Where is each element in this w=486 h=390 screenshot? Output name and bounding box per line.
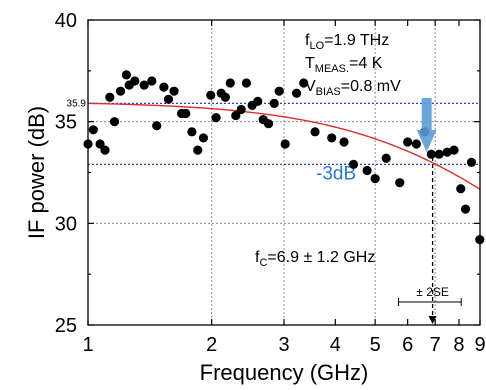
data-point	[211, 113, 221, 123]
x-tick-label: 5	[370, 334, 381, 356]
data-point	[88, 125, 98, 135]
data-point	[121, 70, 131, 80]
fit-curve-layer	[88, 102, 480, 190]
y-tick-label: 35	[55, 112, 77, 134]
data-point	[280, 139, 290, 149]
data-point	[109, 117, 120, 127]
y-tick-label: 40	[55, 10, 77, 32]
x-tick-label: 1	[82, 334, 93, 356]
data-point	[339, 137, 349, 147]
error-bar-label: ± 2SE	[416, 285, 449, 299]
data-point	[449, 145, 459, 155]
data-point	[193, 145, 203, 155]
y-axis-title: IF power (dB)	[24, 106, 49, 239]
fc-label: fC=6.9 ± 1.2 GHz	[255, 249, 375, 269]
data-point	[460, 204, 471, 214]
data-points	[83, 70, 485, 245]
y-tick-label: 25	[55, 315, 77, 337]
x-tick-label: 3	[278, 334, 289, 356]
param-label: fLO=1.9 THz	[305, 32, 389, 52]
y-tick-label: 30	[55, 213, 77, 235]
data-point	[152, 121, 162, 131]
data-point	[381, 153, 391, 163]
data-point	[411, 139, 421, 149]
data-point	[348, 159, 359, 169]
data-point	[241, 78, 252, 88]
data-point	[274, 86, 284, 96]
data-point	[253, 96, 263, 106]
x-tick-label: 9	[474, 334, 485, 356]
data-point	[231, 110, 241, 121]
data-point	[466, 157, 477, 167]
x-tick-label: 7	[430, 334, 441, 356]
fc-arrowhead	[428, 316, 437, 324]
data-point	[169, 86, 179, 96]
data-point	[395, 178, 405, 188]
data-point	[115, 86, 126, 96]
data-point	[220, 92, 230, 102]
data-point	[187, 127, 197, 137]
param-label: TMEAS.=4 K	[305, 55, 383, 75]
data-point	[434, 149, 444, 159]
data-point	[147, 76, 157, 86]
minus-3db-label: -3dB	[316, 163, 356, 184]
data-point	[456, 184, 466, 194]
x-tick-label: 8	[453, 334, 464, 356]
x-axis-title: Frequency (GHz)	[200, 360, 369, 385]
data-point	[327, 133, 337, 143]
data-point	[225, 78, 235, 88]
data-point	[206, 90, 216, 100]
reference-lines: 35.9 -3dB	[67, 98, 480, 184]
annotations: fLO=1.9 THz TMEAS.=4 K VBIAS=0.8 mV ± 2SE fC…	[255, 32, 462, 324]
data-point	[263, 119, 274, 129]
data-point	[181, 108, 191, 119]
blue-arrow	[416, 98, 437, 152]
grid-lines	[88, 20, 480, 325]
data-point	[95, 139, 105, 149]
fit-curve	[88, 102, 480, 190]
data-point	[426, 149, 436, 159]
param-label: VBIAS=0.8 mV	[305, 78, 401, 98]
data-point	[310, 127, 320, 137]
x-tick-label: 2	[206, 334, 217, 356]
data-point	[403, 137, 413, 147]
data-point	[370, 174, 380, 184]
data-point	[292, 88, 302, 98]
data-point	[130, 76, 140, 86]
data-point	[159, 82, 169, 92]
data-point	[299, 78, 309, 88]
data-point	[236, 104, 246, 115]
data-point	[198, 133, 209, 143]
data-point	[139, 80, 149, 90]
data-point	[163, 94, 174, 104]
reference-label-35-9: 35.9	[67, 98, 87, 109]
tick-labels: 1 2 3 4 5 6 7 8 9 25 30 35 40	[55, 10, 486, 356]
data-point	[105, 92, 115, 102]
axis-ticks	[87, 19, 481, 326]
data-point	[362, 165, 372, 176]
x-tick-label: 4	[330, 334, 341, 356]
data-point	[269, 98, 279, 108]
x-tick-label: 6	[402, 334, 413, 356]
data-point	[100, 145, 110, 155]
